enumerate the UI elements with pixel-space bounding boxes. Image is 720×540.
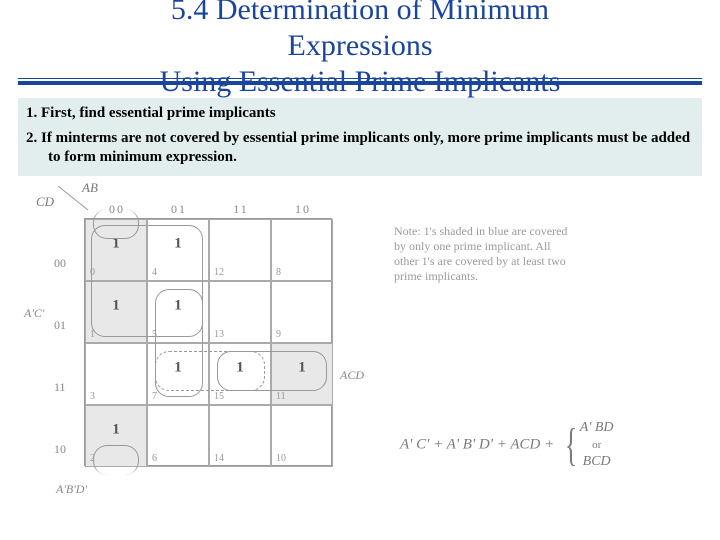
- axis-cd-label: CD: [36, 194, 54, 210]
- cell-0-idx: 0: [90, 267, 95, 278]
- cell-15: 1 15: [209, 343, 271, 405]
- result-expression: A' C' + A' B' D' + ACD + { A' BD or BCD: [400, 420, 700, 470]
- cell-8: 8: [271, 219, 333, 281]
- title-line-2: Expressions: [288, 29, 433, 62]
- cell-11: 111: [271, 343, 333, 405]
- cell-8-idx: 8: [276, 267, 281, 278]
- cell-11-idx: 11: [276, 391, 286, 402]
- title-line-3: Using Essential Prime Implicants: [160, 65, 561, 98]
- cell-15-idx: 15: [214, 391, 224, 402]
- col-10: 10: [272, 202, 334, 217]
- cell-11-val: 1: [298, 360, 306, 377]
- cell-13: 13: [209, 281, 271, 343]
- cell-15-val: 1: [236, 360, 244, 377]
- cell-14: 14: [209, 405, 271, 467]
- label-abd: A'B'D': [56, 482, 87, 497]
- expr-or: or: [592, 439, 601, 451]
- cell-10: 10: [271, 405, 333, 467]
- slide-title: 5.4 Determination of Minimum Expressions…: [0, 0, 720, 100]
- cell-1-val: 1: [112, 298, 120, 315]
- figure-note: Note: 1's shaded in blue are covered by …: [394, 224, 634, 284]
- row-01: 01: [54, 294, 66, 356]
- cell-3-idx: 3: [90, 391, 95, 402]
- cell-2: 12: [85, 405, 147, 467]
- kmap-figure: AB CD 00011110 00 01 11 10 10 14 12 8 11…: [28, 180, 388, 500]
- kmap-grid: 10 14 12 8 11 15 13 9 3 17 115 111 12 6 …: [84, 218, 332, 466]
- cell-5-idx: 5: [152, 329, 157, 340]
- brace-icon: {: [565, 422, 577, 468]
- cell-1-idx: 1: [90, 329, 95, 340]
- cell-7-val: 1: [174, 360, 182, 377]
- col-11: 11: [210, 202, 272, 217]
- cell-4-idx: 4: [152, 267, 157, 278]
- expr-choices: A' BD or BCD: [580, 420, 614, 470]
- col-00: 00: [86, 202, 148, 217]
- note-line-1: Note: 1's shaded in blue are covered: [394, 224, 567, 238]
- col-labels: 00011110: [86, 202, 334, 217]
- cell-7: 17: [147, 343, 209, 405]
- cell-12-idx: 12: [214, 267, 224, 278]
- note-line-3: other 1's are covered by at least two: [394, 254, 566, 268]
- note-line-2: by only one prime implicant. All: [394, 239, 551, 253]
- cell-3: 3: [85, 343, 147, 405]
- cell-0-val: 1: [112, 236, 120, 253]
- cell-5-val: 1: [174, 298, 182, 315]
- cell-5: 15: [147, 281, 209, 343]
- cell-4: 14: [147, 219, 209, 281]
- cell-10-idx: 10: [276, 453, 286, 464]
- cell-2-idx: 2: [90, 453, 95, 464]
- cell-2-val: 1: [112, 422, 120, 439]
- cell-0: 10: [85, 219, 147, 281]
- steps-box: 1. First, find essential prime implicant…: [18, 98, 702, 176]
- row-00: 00: [54, 232, 66, 294]
- label-acd: ACD: [340, 368, 364, 383]
- row-10: 10: [54, 418, 66, 480]
- cell-4-val: 1: [174, 236, 182, 253]
- expr-main: A' C' + A' B' D' + ACD +: [400, 437, 554, 453]
- expr-choice-1: A' BD: [580, 420, 614, 435]
- row-labels: 00 01 11 10: [54, 232, 66, 480]
- cell-9: 9: [271, 281, 333, 343]
- cell-1: 11: [85, 281, 147, 343]
- label-a-c: A'C': [24, 306, 44, 321]
- cell-14-idx: 14: [214, 453, 224, 464]
- cell-13-idx: 13: [214, 329, 224, 340]
- step-1: 1. First, find essential prime implicant…: [26, 102, 694, 127]
- step-2: 2. If minterms are not covered by essent…: [26, 127, 694, 171]
- cell-6: 6: [147, 405, 209, 467]
- row-11: 11: [54, 356, 66, 418]
- cell-6-idx: 6: [152, 453, 157, 464]
- cell-7-idx: 7: [152, 391, 157, 402]
- cell-9-idx: 9: [276, 329, 281, 340]
- note-line-4: prime implicants.: [394, 269, 478, 283]
- expr-choice-2: BCD: [583, 454, 611, 469]
- cell-12: 12: [209, 219, 271, 281]
- col-01: 01: [148, 202, 210, 217]
- title-line-1: 5.4 Determination of Minimum: [171, 0, 549, 26]
